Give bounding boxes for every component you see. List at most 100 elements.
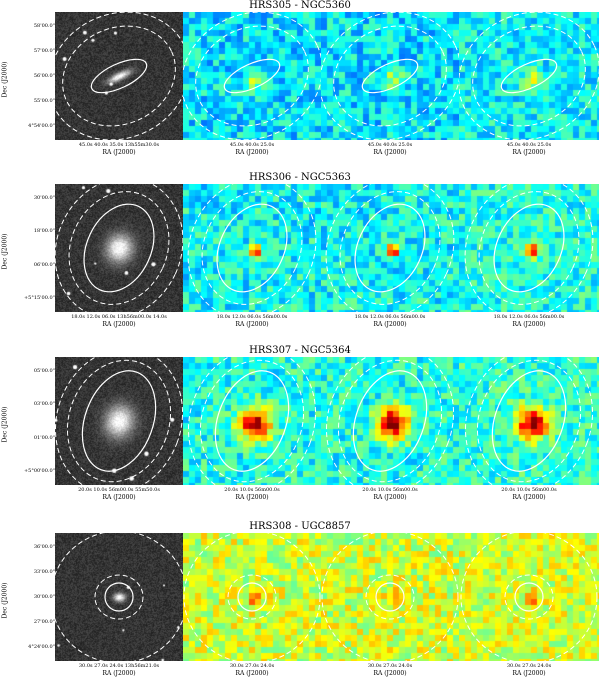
optical-image	[55, 12, 183, 140]
aperture-ellipse	[354, 203, 426, 293]
emission-map-panel	[459, 533, 599, 661]
background-annulus	[227, 574, 277, 620]
background-annulus	[325, 184, 455, 312]
emission-map-panel	[321, 12, 459, 140]
background-annulus	[55, 357, 183, 485]
x-axis-label: RA (J2000)	[102, 321, 136, 328]
emission-map	[183, 533, 321, 661]
aperture-ellipse	[500, 58, 558, 94]
x-tick-labels: 18.0s 12.0s 06.0s 13h56m00.0s 14.0s	[71, 314, 167, 320]
x-axis-label: RA (J2000)	[512, 670, 546, 677]
aperture-overlay	[464, 357, 594, 485]
background-annulus	[321, 12, 459, 140]
emission-map	[459, 533, 599, 661]
x-tick-labels: 18.0s 12.0s 06.0s 56m00.0s	[493, 314, 565, 320]
aperture-overlay	[325, 357, 455, 485]
background-annulus	[459, 12, 599, 140]
x-tick-labels: 30.0s 27.0s 24.0s	[506, 663, 552, 669]
background-annulus	[464, 357, 594, 485]
background-annulus	[460, 533, 598, 661]
x-tick-labels: 45.0s 40.0s 25.0s	[506, 142, 552, 148]
x-tick-labels: 30.0s 27.0s 24.0s	[367, 663, 413, 669]
emission-map	[321, 533, 459, 661]
emission-map-panel	[459, 12, 599, 140]
background-annulus	[187, 184, 317, 312]
optical-image-panel	[55, 357, 183, 485]
background-annulus	[199, 359, 305, 483]
background-annulus	[478, 191, 580, 305]
background-annulus	[464, 184, 594, 312]
x-tick-labels: 45.0s 40.0s 25.0s	[367, 142, 413, 148]
figure-row: HRS308 - UGC8857 Dec (J2000) 36'00.0" 33'00…	[0, 521, 600, 689]
x-axis-label: RA (J2000)	[512, 321, 546, 328]
row-title: HRS306 - NGC5363	[249, 172, 351, 183]
aperture-ellipse	[214, 370, 290, 472]
y-tick-label: 03'00.0"	[33, 401, 55, 408]
aperture-overlay	[187, 357, 317, 485]
optical-image	[55, 533, 183, 661]
background-annulus	[94, 574, 144, 620]
background-annulus	[365, 574, 415, 620]
aperture-ellipse	[491, 370, 567, 472]
row-title: HRS307 - NGC5364	[249, 345, 351, 356]
y-tick-label: 27'00.0"	[33, 619, 55, 625]
background-annulus	[195, 25, 309, 127]
emission-map-panel	[183, 184, 321, 312]
y-tick-label: 4°24'00.0"	[28, 644, 55, 650]
background-annulus	[325, 357, 455, 485]
optical-image-panel	[55, 533, 183, 661]
x-axis-label: RA (J2000)	[373, 321, 407, 328]
x-tick-labels: 30.0s 27.0s 24.0s	[229, 663, 275, 669]
emission-map-panel	[459, 184, 599, 312]
x-tick-labels: 45.0s 40.0s 35.0s 13h55m30.0s	[78, 142, 160, 148]
emission-map-panel	[183, 12, 321, 140]
emission-map-panel	[183, 533, 321, 661]
aperture-overlay	[460, 533, 598, 661]
aperture-ellipse	[83, 203, 155, 293]
y-tick-label: 06'00.0"	[33, 261, 55, 268]
y-tick-label: 30'00.0"	[33, 195, 55, 201]
aperture-ellipse	[81, 370, 157, 472]
y-tick-label: +5°00'00.0"	[23, 468, 55, 474]
y-tick-label: 56'00.0"	[33, 73, 55, 79]
emission-map-panel	[321, 184, 459, 312]
x-axis-label: RA (J2000)	[512, 149, 546, 156]
row-title: HRS308 - UGC8857	[249, 521, 351, 532]
y-tick-label: 57'00.0"	[33, 48, 55, 54]
x-axis-label: RA (J2000)	[235, 149, 269, 156]
x-tick-labels: 18.0s 12.0s 06.0s 56m00.0s	[354, 314, 426, 320]
aperture-ellipse	[352, 370, 428, 472]
x-tick-labels: 18.0s 12.0s 06.0s 56m00.0s	[216, 314, 288, 320]
background-annulus	[55, 533, 183, 661]
emission-map-panel	[459, 357, 599, 485]
x-tick-labels: 20.0s 10.0s 56m00.0s 55m50.0s	[78, 487, 160, 493]
background-annulus	[187, 357, 317, 485]
y-tick-label: 4°54'00.0"	[28, 123, 55, 129]
aperture-overlay	[464, 184, 594, 312]
aperture-ellipse	[493, 203, 565, 293]
background-annulus	[55, 184, 183, 312]
aperture-overlay	[187, 184, 317, 312]
aperture-ellipse	[375, 582, 405, 612]
background-annulus	[472, 25, 586, 127]
x-axis-label: RA (J2000)	[373, 494, 407, 501]
background-annulus	[183, 533, 321, 661]
background-annulus	[321, 533, 459, 661]
emission-map	[321, 357, 459, 485]
x-axis-label: RA (J2000)	[373, 670, 407, 677]
x-axis-label: RA (J2000)	[235, 494, 269, 501]
background-annulus	[476, 359, 582, 483]
x-axis-label: RA (J2000)	[102, 670, 136, 677]
x-tick-labels: 30.0s 27.0s 24.0s 13h56m21.0s	[78, 663, 160, 669]
y-tick-label: 36'00.0"	[33, 544, 55, 550]
background-annulus	[201, 191, 303, 305]
x-axis-label: RA (J2000)	[102, 149, 136, 156]
figure-row: HRS306 - NGC5363 Dec (J2000) 30'00.0" 18'00…	[0, 172, 600, 340]
x-axis-label: RA (J2000)	[512, 494, 546, 501]
emission-map-panel	[321, 533, 459, 661]
background-annulus	[504, 574, 554, 620]
aperture-overlay	[55, 533, 183, 661]
aperture-overlay	[55, 184, 183, 312]
background-annulus	[55, 12, 183, 140]
aperture-overlay	[325, 184, 455, 312]
